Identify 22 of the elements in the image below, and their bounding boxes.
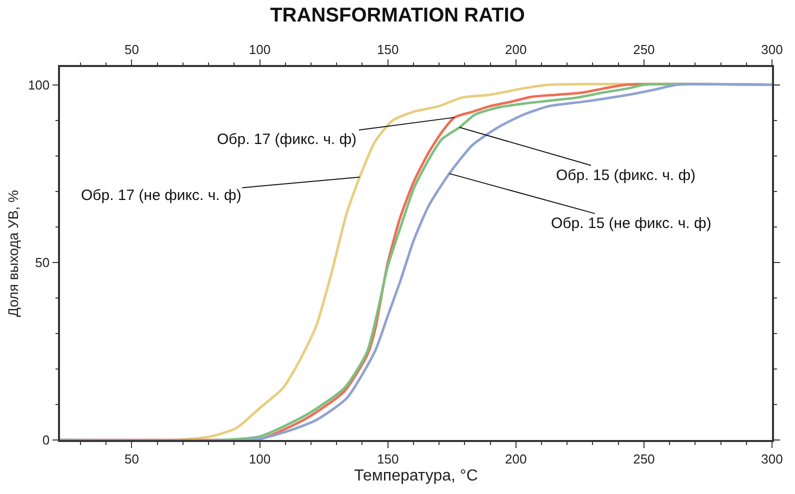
- x2-tick-label: 50: [124, 451, 139, 466]
- annotation: Обр. 15 (фикс. ч. ф): [556, 167, 696, 184]
- x2-tick-label: 250: [633, 451, 655, 466]
- annotation: Обр. 17 (не фикс. ч. ф): [81, 187, 242, 204]
- x2-tick-label: 100: [248, 451, 271, 466]
- y-tick-label: 0: [42, 432, 50, 448]
- x-tick-label: 250: [633, 42, 655, 58]
- y-axis-title: Доля выхода УВ, %: [5, 190, 22, 317]
- x2-tick-label: 150: [376, 451, 399, 466]
- x-tick-label: 150: [376, 42, 399, 58]
- chart-title: TRANSFORMATION RATIO: [270, 4, 525, 26]
- x2-tick-label: 200: [505, 451, 527, 466]
- annotation: Обр. 17 (фикс. ч. ф): [217, 131, 357, 148]
- y-tick-label: 100: [28, 77, 50, 92]
- y-tick-label: 50: [35, 254, 50, 270]
- x-tick-label: 300: [761, 42, 783, 58]
- x-tick-label: 200: [505, 42, 527, 58]
- x-axis-title: Температура, °C: [354, 468, 478, 485]
- x2-tick-label: 300: [761, 451, 783, 466]
- x-tick-label: 100: [248, 42, 271, 58]
- x-tick-label: 50: [124, 42, 139, 58]
- annotation: Обр. 15 (не фикс. ч. ф): [551, 215, 712, 232]
